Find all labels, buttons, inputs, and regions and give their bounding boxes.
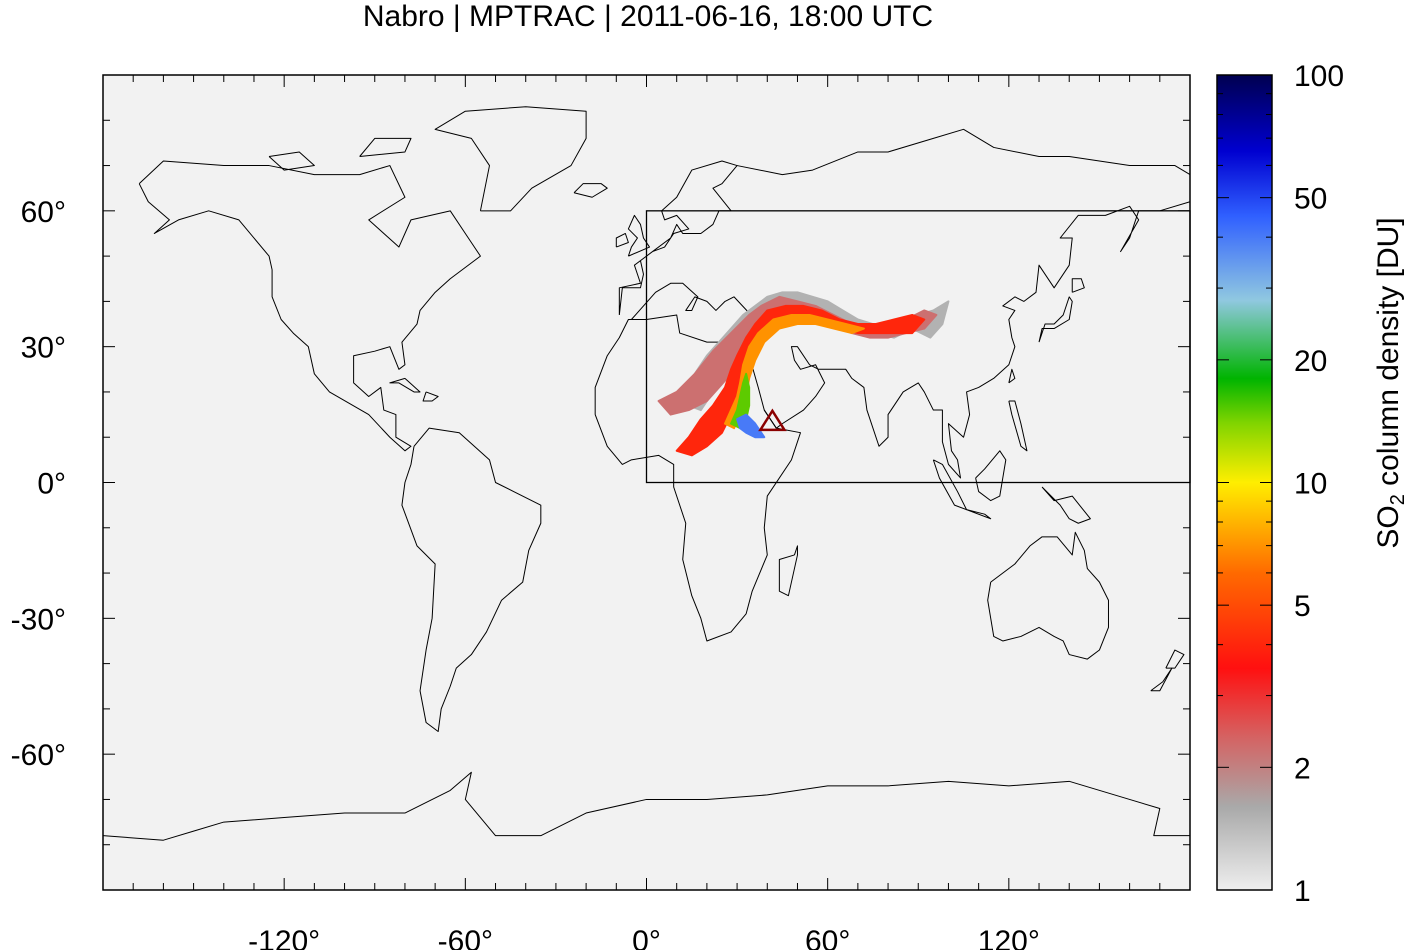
plume-contour (736, 413, 766, 439)
map-title: Nabro | MPTRAC | 2011-06-16, 18:00 UTC (362, 0, 934, 33)
x-tick-label: 120° (978, 925, 1040, 950)
colorbar-tick-label: 100 (1294, 60, 1344, 93)
coastline (594, 314, 801, 642)
so2-plume (657, 291, 950, 457)
y-tick-label: 0° (37, 468, 66, 501)
coastline (966, 509, 992, 520)
coastline (1008, 400, 1028, 452)
coastline (434, 106, 587, 212)
coastline (1041, 486, 1091, 524)
coastline (138, 160, 481, 452)
coastline (763, 409, 777, 429)
colorbar-tick-label: 10 (1294, 468, 1327, 501)
colorbar-ticks: 1 2 5 10 20 50 100 (1217, 60, 1344, 908)
coastline (1008, 368, 1016, 384)
coastline (776, 201, 1191, 479)
y-tick-label: 60° (21, 196, 66, 229)
y-tick-label: -60° (11, 739, 66, 772)
coastline (975, 450, 1007, 502)
coastline (359, 137, 412, 157)
coastline (736, 128, 1191, 176)
coastline (422, 391, 439, 402)
plume-contour (724, 313, 865, 430)
coastline (573, 183, 608, 198)
coastline (268, 151, 315, 171)
coastline (615, 232, 629, 248)
colorbar-tick-label: 5 (1294, 590, 1311, 623)
y-tick-label: 30° (21, 332, 66, 365)
colorbar-label: SO2 column density [DU] (1372, 217, 1409, 549)
x-tick-label: 60° (805, 925, 850, 950)
coastline (1071, 278, 1085, 293)
x-tick-label: -60° (438, 925, 493, 950)
coastline (1038, 296, 1073, 343)
volcano-marker (758, 408, 787, 432)
coastline (778, 545, 798, 597)
colorbar-tick-label: 20 (1294, 345, 1327, 378)
coastline (401, 427, 542, 733)
y-tick-label: -30° (11, 603, 66, 636)
colorbar-tick-label: 1 (1294, 875, 1311, 908)
coastline (389, 377, 421, 393)
axis-ticks: -120° -60° 0° 60° 120° 60° 30° 0° -30° -60° (11, 75, 1190, 950)
colorbar-tick-label: 50 (1294, 183, 1327, 216)
colorbar-tick-label: 2 (1294, 752, 1311, 785)
coastline (102, 771, 1190, 841)
coastline (987, 531, 1109, 660)
x-tick-label: 0° (632, 925, 661, 950)
x-tick-label: -120° (248, 925, 320, 950)
coastlines (102, 106, 1191, 841)
coastline (627, 214, 651, 257)
coastline (618, 160, 738, 316)
coastline (1150, 667, 1173, 692)
